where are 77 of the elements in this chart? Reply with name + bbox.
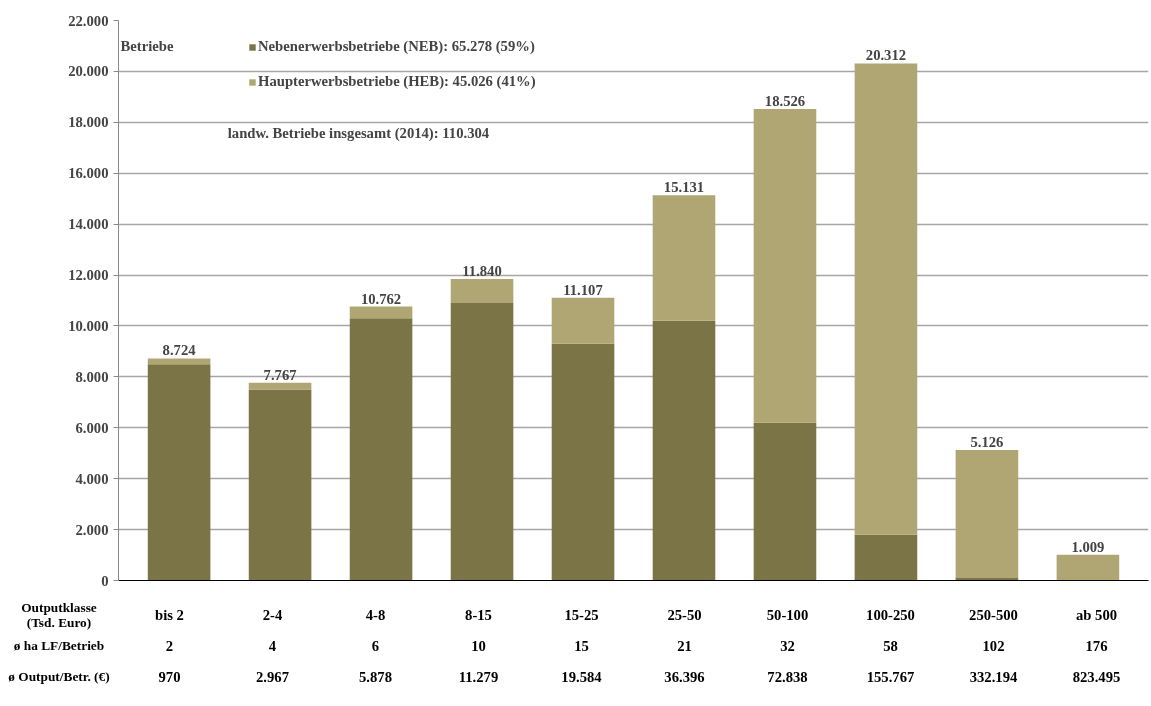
bar <box>753 108 817 423</box>
text: 970 <box>157 668 182 688</box>
y-tick-label: 6.000 <box>75 419 109 436</box>
bar <box>450 279 514 304</box>
total-label: 7.767 <box>263 366 297 383</box>
text: 332.194 <box>968 668 1019 688</box>
bar <box>753 422 817 581</box>
y-tick-label: 18.000 <box>68 114 109 131</box>
y-tick-label: 8.000 <box>75 368 109 385</box>
text: 823.495 <box>1071 668 1122 688</box>
x-tick-label: 15-25 <box>563 606 600 626</box>
total-label: 11.107 <box>563 281 603 298</box>
text: 176 <box>1084 637 1109 657</box>
text: 10 <box>470 637 487 657</box>
y-tick-label: 16.000 <box>68 165 109 182</box>
total-label: 18.526 <box>764 92 806 109</box>
bar <box>955 450 1019 578</box>
legend-label: Nebenerwerbsbetriebe (NEB): 65.278 (59%) <box>258 38 535 55</box>
y-tick-label: 2.000 <box>75 521 109 538</box>
y-axis-title: Betriebe <box>120 37 174 54</box>
text: 5.878 <box>358 668 393 688</box>
bar <box>551 297 615 344</box>
y-tick-label: 0 <box>101 572 109 589</box>
total-label: 5.126 <box>970 434 1004 451</box>
text: 72.838 <box>766 668 809 688</box>
y-tick-label: 22.000 <box>68 12 109 29</box>
y-tick-label: 20.000 <box>68 63 109 80</box>
y-tick-label: 14.000 <box>68 216 109 233</box>
total-label: 10.762 <box>360 290 402 307</box>
total-label: 8.724 <box>162 342 197 359</box>
total-label: 1.009 <box>1071 538 1105 555</box>
text: 21 <box>676 637 693 657</box>
total-label: 20.312 <box>865 47 907 64</box>
bar <box>248 382 312 390</box>
text: 36.396 <box>663 668 706 688</box>
x-tick-label: bis 2 <box>154 606 185 626</box>
x-tick-label: 8-15 <box>464 606 493 626</box>
x-tick-label: 250-500 <box>968 606 1019 626</box>
text: 11.279 <box>457 668 500 688</box>
text: 2.967 <box>255 668 290 688</box>
bar <box>652 320 716 581</box>
text: 2 <box>164 637 175 657</box>
total-label: 11.840 <box>462 263 502 280</box>
text: ø Output/Betr. (€) <box>7 668 111 687</box>
bar <box>147 358 211 365</box>
bar <box>854 63 918 535</box>
bar <box>450 303 514 581</box>
y-tick-label: 4.000 <box>75 470 109 487</box>
text: 58 <box>882 637 899 657</box>
bar <box>248 389 312 581</box>
bar <box>1056 554 1120 581</box>
total-label: 15.131 <box>663 179 705 196</box>
text: 6 <box>370 637 381 657</box>
bar <box>349 306 413 319</box>
bar <box>854 534 918 581</box>
text: 15 <box>573 637 590 657</box>
x-axis-title: Outputklasse (Tsd. Euro) <box>20 599 98 631</box>
x-tick-label: ab 500 <box>1074 606 1119 626</box>
bar <box>652 195 716 321</box>
text: 19.584 <box>560 668 603 688</box>
x-tick-label: 4-8 <box>364 606 387 626</box>
x-tick-label: 2-4 <box>261 606 284 626</box>
x-tick-label: 50-100 <box>765 606 810 626</box>
y-tick-label: 12.000 <box>68 267 109 284</box>
x-tick-label: 100-250 <box>865 606 916 626</box>
text: 4 <box>267 637 278 657</box>
text: ø ha LF/Betrieb <box>12 637 106 656</box>
text: 102 <box>981 637 1006 657</box>
y-tick-label: 10.000 <box>68 317 109 334</box>
text: 32 <box>779 637 796 657</box>
text: 155.767 <box>865 668 916 688</box>
bar <box>551 343 615 581</box>
bar <box>147 364 211 581</box>
x-tick-label: 25-50 <box>666 606 703 626</box>
legend-label: Haupterwerbsbetriebe (HEB): 45.026 (41%) <box>258 73 536 90</box>
annotation: landw. Betriebe insgesamt (2014): 110.304 <box>227 124 490 142</box>
bar <box>349 318 413 581</box>
